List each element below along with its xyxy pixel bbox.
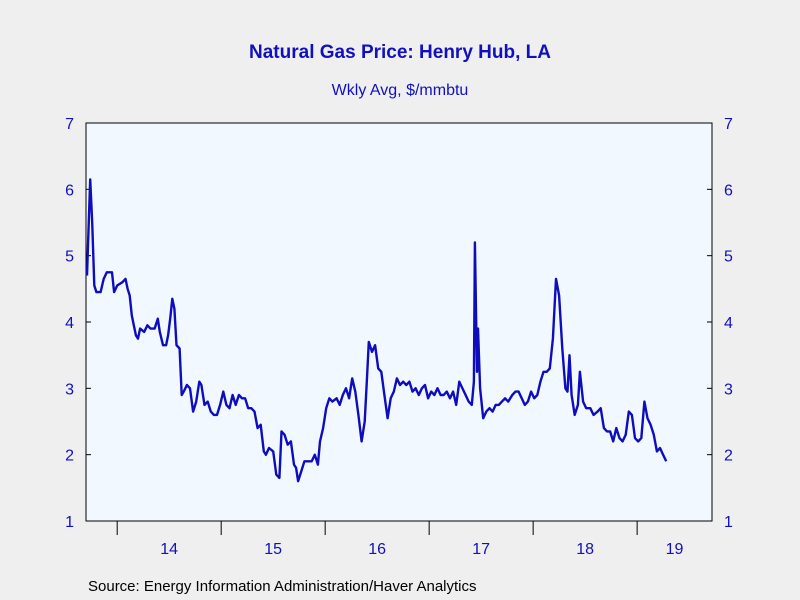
chart-title: Natural Gas Price: Henry Hub, LA	[249, 42, 551, 63]
x-tick-label: 18	[576, 541, 594, 558]
y-tick-label-left: 4	[65, 315, 74, 332]
y-tick-label-right: 2	[724, 448, 733, 465]
y-axis-left: 1 2 3 4 5 6 7	[65, 116, 91, 531]
y-tick-label-left: 2	[65, 448, 74, 465]
y-tick-label-left: 5	[65, 249, 74, 266]
y-tick-label-right: 7	[724, 116, 733, 133]
y-tick-label-right: 6	[724, 182, 733, 199]
x-axis: 14 15 16 17 18 19	[116, 521, 684, 558]
source-note: Source: Energy Information Administratio…	[88, 578, 477, 595]
y-tick-label-left: 6	[65, 182, 74, 199]
plot-area	[85, 122, 713, 522]
series-line	[85, 178, 668, 483]
y-tick-label-right: 3	[724, 381, 733, 398]
x-tick-label: 16	[368, 541, 386, 558]
y-tick-label-left: 7	[65, 116, 74, 133]
y-axis-right: 1 2 3 4 5 6 7	[707, 116, 733, 531]
y-tick-label-left: 3	[65, 381, 74, 398]
x-tick-label: 17	[472, 541, 490, 558]
x-tick-label: 19	[666, 541, 684, 558]
y-tick-label-right: 4	[724, 315, 733, 332]
chart-subtitle: Wkly Avg, $/mmbtu	[332, 82, 469, 99]
x-tick-label: 14	[160, 541, 178, 558]
y-tick-label-left: 1	[65, 514, 74, 531]
y-tick-label-right: 5	[724, 249, 733, 266]
x-tick-label: 15	[264, 541, 282, 558]
y-tick-label-right: 1	[724, 514, 733, 531]
